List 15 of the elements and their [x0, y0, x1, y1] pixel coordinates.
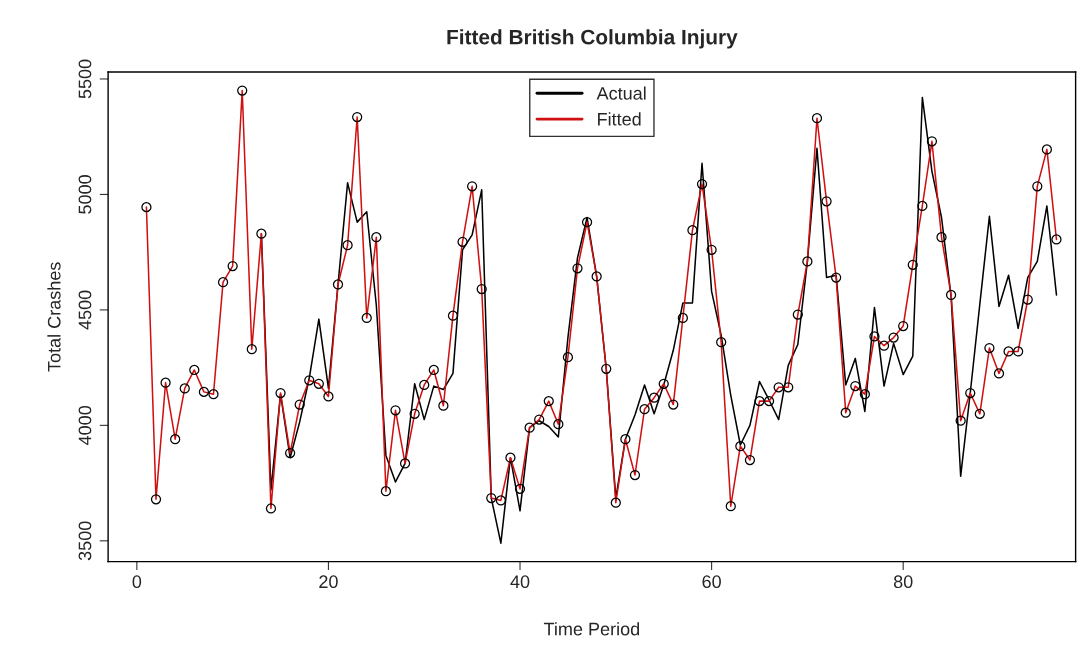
chart-title: Fitted British Columbia Injury [447, 29, 738, 49]
legend-label: Fitted [598, 112, 641, 126]
y-tick-label: 5000 [78, 175, 92, 214]
x-tick-label: 0 [132, 575, 142, 589]
y-tick-label: 5500 [78, 59, 92, 99]
x-tick-label: 80 [893, 575, 913, 589]
y-tick-label: 4000 [78, 405, 92, 446]
legend-label: Actual [596, 86, 646, 100]
y-tick-label: 3500 [78, 521, 92, 561]
x-tick-label: 20 [319, 575, 338, 589]
x-tick-label: 40 [510, 575, 530, 589]
y-tick-label: 4500 [78, 290, 92, 330]
x-tick-label: 60 [702, 575, 721, 589]
y-axis-title: Total Crashes [47, 262, 61, 372]
x-axis-title: Time Period [543, 622, 640, 636]
